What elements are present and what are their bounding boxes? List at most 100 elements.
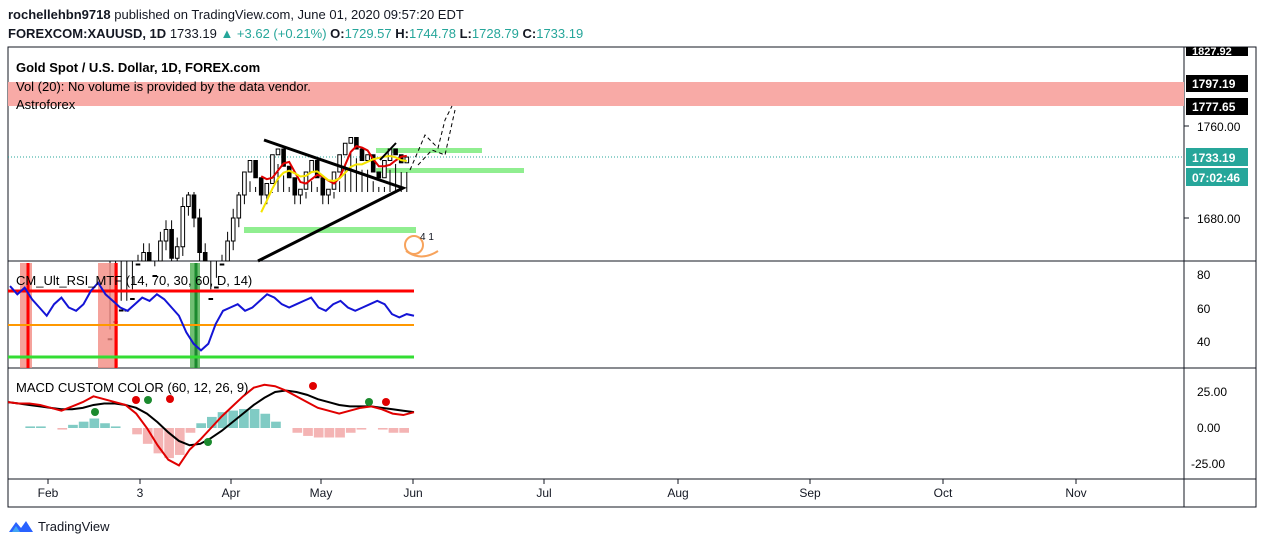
candle-body [225, 240, 230, 262]
macd-cross-markers [91, 382, 390, 446]
candle-body [130, 298, 135, 300]
close-value: 1733.19 [536, 26, 584, 41]
macd-cross-bullish [144, 396, 152, 404]
candle-body [219, 263, 225, 266]
candle-body [354, 137, 359, 150]
username[interactable]: rochellehbn9718 [8, 7, 111, 22]
candle-body [382, 160, 387, 179]
macd-line [7, 383, 415, 467]
rsi-tick-40: 40 [1197, 335, 1211, 349]
candle-body [253, 160, 258, 179]
macd-histogram-bar [100, 423, 110, 428]
target-zone-1 [376, 148, 482, 153]
candle-body [275, 148, 281, 156]
price-label-bg [1186, 47, 1248, 56]
price-label-1827: 1827.92 [1192, 46, 1232, 58]
symbol[interactable]: FOREXCOM:XAUUSD, 1D [8, 26, 167, 41]
price-tick-1760: 1760.00 [1197, 120, 1241, 134]
macd-histogram-bar [292, 428, 303, 433]
price-tick-1680: 1680.00 [1197, 212, 1241, 226]
open-value: 1729.57 [344, 26, 392, 41]
macd-histogram-bar [78, 421, 89, 428]
macd-histogram-bar [164, 428, 174, 459]
macd-cross-bearish [382, 398, 390, 406]
rsi-tick-80: 80 [1197, 268, 1211, 282]
price-label-bg [1186, 75, 1248, 92]
time-axis-label: 3 [137, 486, 144, 500]
event-marker-arc [405, 250, 439, 258]
candlestick-series [107, 137, 410, 341]
candle-body [298, 188, 303, 196]
event-marker[interactable]: 4 1 [404, 232, 439, 258]
footer-brand: TradingView [38, 518, 110, 534]
candle-body [337, 154, 342, 173]
candle-body [247, 160, 253, 173]
triangle-pattern [257, 138, 407, 263]
macd-histogram-bar [142, 428, 153, 444]
time-axis-label: Jul [536, 486, 551, 500]
chart-frame [7, 46, 1257, 508]
projection-path-2 [417, 109, 456, 166]
candle-body [376, 171, 382, 179]
candle-body [242, 171, 247, 196]
macd-histogram-bar [249, 408, 260, 428]
close-label: C: [522, 26, 537, 41]
time-axis-label: Feb [38, 486, 59, 500]
candle-body [236, 194, 242, 219]
candle-body [342, 142, 348, 156]
candle-body [270, 154, 275, 184]
high-value: 1744.78 [408, 26, 456, 41]
macd-histogram-bar [68, 424, 78, 428]
macd-histogram-bar [207, 416, 217, 428]
price-label-bg [1186, 98, 1248, 115]
macd-histogram-bar [313, 428, 324, 438]
candle-body [141, 252, 146, 262]
price-label-bg [1186, 168, 1248, 186]
candle-body [370, 154, 376, 173]
macd-histogram-bar [132, 428, 142, 435]
tradingview-footer[interactable]: TradingView [8, 518, 110, 534]
candle-body [314, 160, 320, 179]
candle-body [197, 217, 202, 253]
last-price: 1733.19 [169, 26, 217, 41]
macd-histogram-bar [399, 428, 409, 433]
publish-text: published on TradingView.com, June 01, 2… [114, 7, 464, 22]
candle-body [393, 148, 398, 156]
macd-histogram-bar [185, 428, 196, 433]
high-label: H: [395, 26, 409, 41]
resistance-zone [8, 82, 1184, 106]
bar-countdown: 07:02:46 [1192, 171, 1240, 185]
time-axis[interactable]: Feb 3 Apr May Jun Jul Aug Sep Oct Nov [38, 479, 1087, 500]
macd-histogram-bar [388, 428, 399, 433]
candle-body [186, 194, 191, 207]
candle-body [258, 177, 264, 196]
time-axis-label: Nov [1065, 486, 1086, 500]
moving-average-red [260, 145, 407, 185]
volume-legend: Vol (20): No volume is provided by the d… [16, 79, 311, 94]
macd-tick-neg25: -25.00 [1191, 457, 1225, 471]
macd-histogram-bar [217, 412, 228, 428]
breakout-line [379, 142, 397, 161]
price-label-1777: 1777.65 [1192, 100, 1236, 114]
time-axis-label: May [310, 486, 333, 500]
macd-histogram-bar [239, 408, 249, 428]
author-legend: Astroforex [16, 97, 76, 112]
macd-histogram-bar [110, 426, 121, 428]
price-label-current: 1733.19 [1192, 151, 1236, 165]
candle-body [264, 183, 270, 196]
macd-cross-bearish [166, 395, 174, 403]
macd-histogram-bar [356, 428, 367, 430]
candle-body [180, 206, 186, 248]
flag-icon [404, 235, 424, 255]
candle-body [292, 177, 298, 196]
macd-histogram-bar [271, 421, 281, 428]
candle-body [158, 240, 163, 262]
candle-body [303, 171, 309, 190]
low-value: 1728.79 [471, 26, 519, 41]
macd-histogram-bar [335, 428, 345, 438]
macd-cross-bullish [204, 438, 212, 446]
candle-body [169, 229, 174, 259]
candle-body [135, 263, 141, 266]
macd-histogram-bar [36, 426, 46, 428]
